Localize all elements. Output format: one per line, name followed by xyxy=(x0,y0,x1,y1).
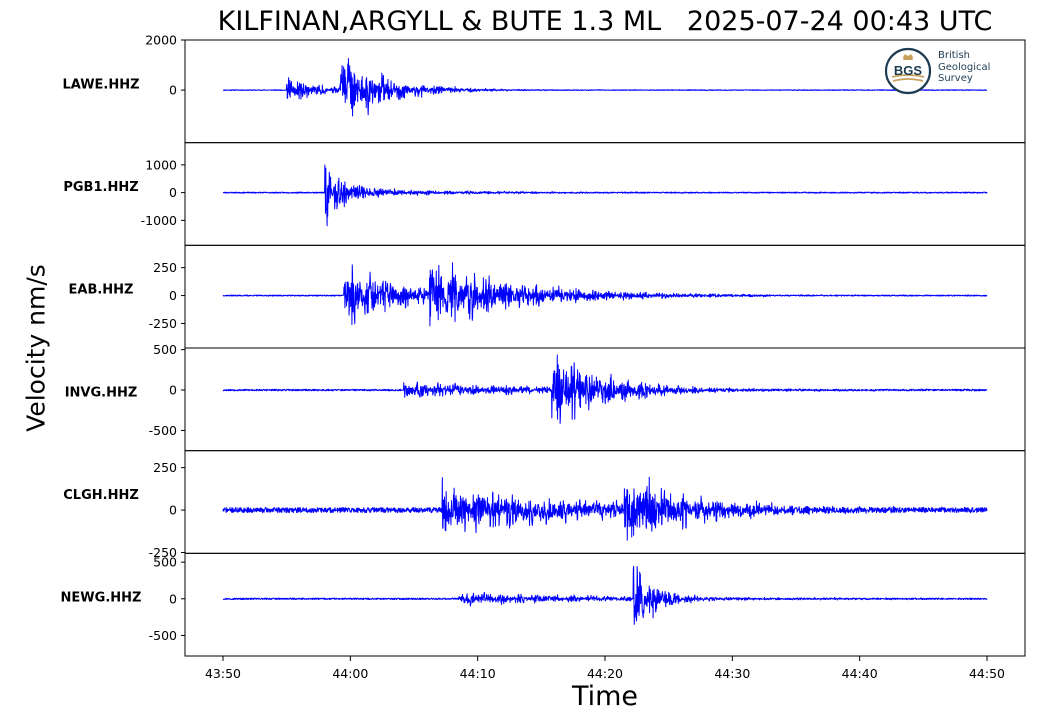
trace-pgb1-hhz xyxy=(222,164,988,227)
y-tick-label: 1000 xyxy=(145,157,177,172)
y-tick-label: 500 xyxy=(153,342,177,357)
trace-newg-hhz xyxy=(222,565,988,625)
x-tick-label: 44:10 xyxy=(460,666,496,681)
y-tick-label: -1000 xyxy=(141,213,177,228)
trace-invg-hhz xyxy=(222,354,988,424)
y-tick-label: 0 xyxy=(169,288,177,303)
y-tick-label: -250 xyxy=(149,545,177,560)
logo-line-3: Survey xyxy=(938,73,973,84)
y-tick-label: -250 xyxy=(149,316,177,331)
x-tick-label: 44:50 xyxy=(969,666,1005,681)
panel-frame xyxy=(184,142,1026,246)
x-tick-label: 44:30 xyxy=(714,666,750,681)
station-label-eab-hhz: EAB.HHZ xyxy=(69,283,134,298)
y-tick-label: -500 xyxy=(149,628,177,643)
logo-line-1: British xyxy=(938,50,970,61)
station-label-newg-hhz: NEWG.HHZ xyxy=(61,591,142,606)
station-label-invg-hhz: INVG.HHZ xyxy=(65,385,138,400)
y-tick-label: -500 xyxy=(149,423,177,438)
trace-eab-hhz xyxy=(222,262,988,327)
logo-line-2: Geological xyxy=(938,61,991,73)
bgs-logo: BGS British Geological Survey xyxy=(884,47,1004,97)
station-label-pgb1-hhz: PGB1.HHZ xyxy=(63,180,138,195)
y-tick-label: 0 xyxy=(169,383,177,398)
y-tick-label: 0 xyxy=(169,591,177,606)
x-tick-label: 44:40 xyxy=(842,666,878,681)
y-tick-label: 2000 xyxy=(145,33,177,48)
trace-lawe-hhz xyxy=(222,58,988,117)
y-tick-label: 0 xyxy=(169,83,177,98)
x-axis-label: Time xyxy=(571,681,639,712)
x-tick-label: 44:20 xyxy=(587,666,623,681)
y-tick-label: 500 xyxy=(153,555,177,570)
station-label-lawe-hhz: LAWE.HHZ xyxy=(62,77,139,92)
panel-frame xyxy=(184,450,1026,554)
y-tick-label: 0 xyxy=(169,503,177,518)
panel-frame xyxy=(184,552,1026,657)
y-tick-label: 0 xyxy=(169,185,177,200)
trace-clgh-hhz xyxy=(222,476,988,541)
logo-abbr: BGS xyxy=(894,63,923,78)
station-label-clgh-hhz: CLGH.HHZ xyxy=(63,488,139,503)
y-tick-label: 250 xyxy=(153,260,177,275)
chart-title: KILFINAN,ARGYLL & BUTE 1.3 ML 2025-07-24… xyxy=(217,6,993,37)
x-tick-label: 43:50 xyxy=(205,666,241,681)
y-tick-label: 250 xyxy=(153,460,177,475)
x-tick-label: 44:00 xyxy=(332,666,368,681)
